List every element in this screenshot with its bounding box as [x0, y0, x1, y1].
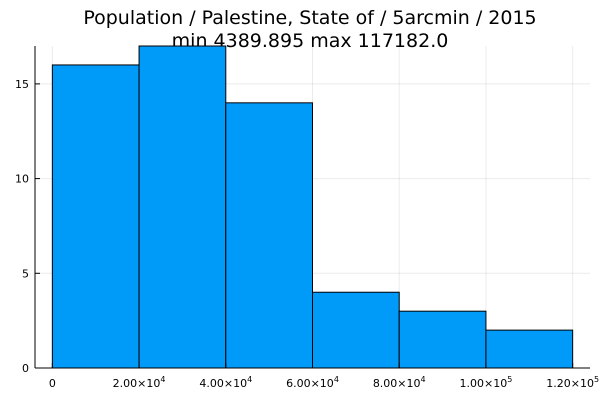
- y-tick-label: 5: [22, 267, 29, 280]
- x-tick-label-mantissa: 1.20×10: [546, 377, 594, 390]
- x-tick-label: 6.00×104: [286, 375, 339, 390]
- x-tick-label: 1.00×105: [460, 375, 513, 390]
- chart-title: Population / Palestine, State of / 5arcm…: [83, 7, 536, 52]
- x-tick-label-mantissa: 4.00×10: [199, 377, 247, 390]
- chart-title-line-1: Population / Palestine, State of / 5arcm…: [83, 7, 536, 29]
- x-tick-label-mantissa: 2.00×10: [113, 377, 161, 390]
- x-tick-label: 1.20×105: [546, 375, 599, 390]
- histogram-bar-3: [225, 102, 313, 369]
- chart-title-line-2: min 4389.895 max 117182.0: [172, 30, 449, 52]
- x-tick-label-mantissa: 0: [49, 377, 56, 390]
- x-tick-label-exponent: 5: [594, 375, 599, 384]
- x-tick-label: 0: [49, 377, 56, 390]
- x-tick-label: 4.00×104: [199, 375, 252, 390]
- x-tick-label: 8.00×104: [373, 375, 426, 390]
- x-tick-label-exponent: 5: [507, 375, 512, 384]
- x-tick-label-exponent: 4: [247, 375, 252, 384]
- y-tick-label: 10: [15, 173, 29, 186]
- x-tick-label-mantissa: 8.00×10: [373, 377, 421, 390]
- x-tick-label-mantissa: 1.00×10: [460, 377, 508, 390]
- x-tick-label-exponent: 4: [421, 375, 426, 384]
- x-tick-label-exponent: 4: [160, 375, 165, 384]
- histogram-bar-1: [51, 64, 140, 369]
- x-tick-label: 2.00×104: [113, 375, 166, 390]
- bars-layer: [51, 45, 574, 369]
- x-tick-label-mantissa: 6.00×10: [286, 377, 334, 390]
- histogram-bar-4: [312, 291, 400, 369]
- histogram-bar-2: [138, 45, 227, 369]
- x-tick-label-exponent: 4: [334, 375, 339, 384]
- histogram-bar-6: [485, 329, 574, 369]
- y-tick-label: 0: [22, 362, 29, 375]
- y-tick-label: 15: [15, 78, 29, 91]
- histogram-bar-5: [398, 310, 487, 369]
